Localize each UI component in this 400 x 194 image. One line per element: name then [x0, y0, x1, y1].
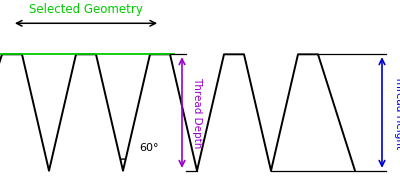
Text: Selected Geometry: Selected Geometry	[29, 3, 143, 16]
Text: Thread Height: Thread Height	[394, 75, 400, 150]
Text: 60°: 60°	[139, 143, 158, 153]
Text: Thread Depth: Thread Depth	[192, 77, 202, 148]
